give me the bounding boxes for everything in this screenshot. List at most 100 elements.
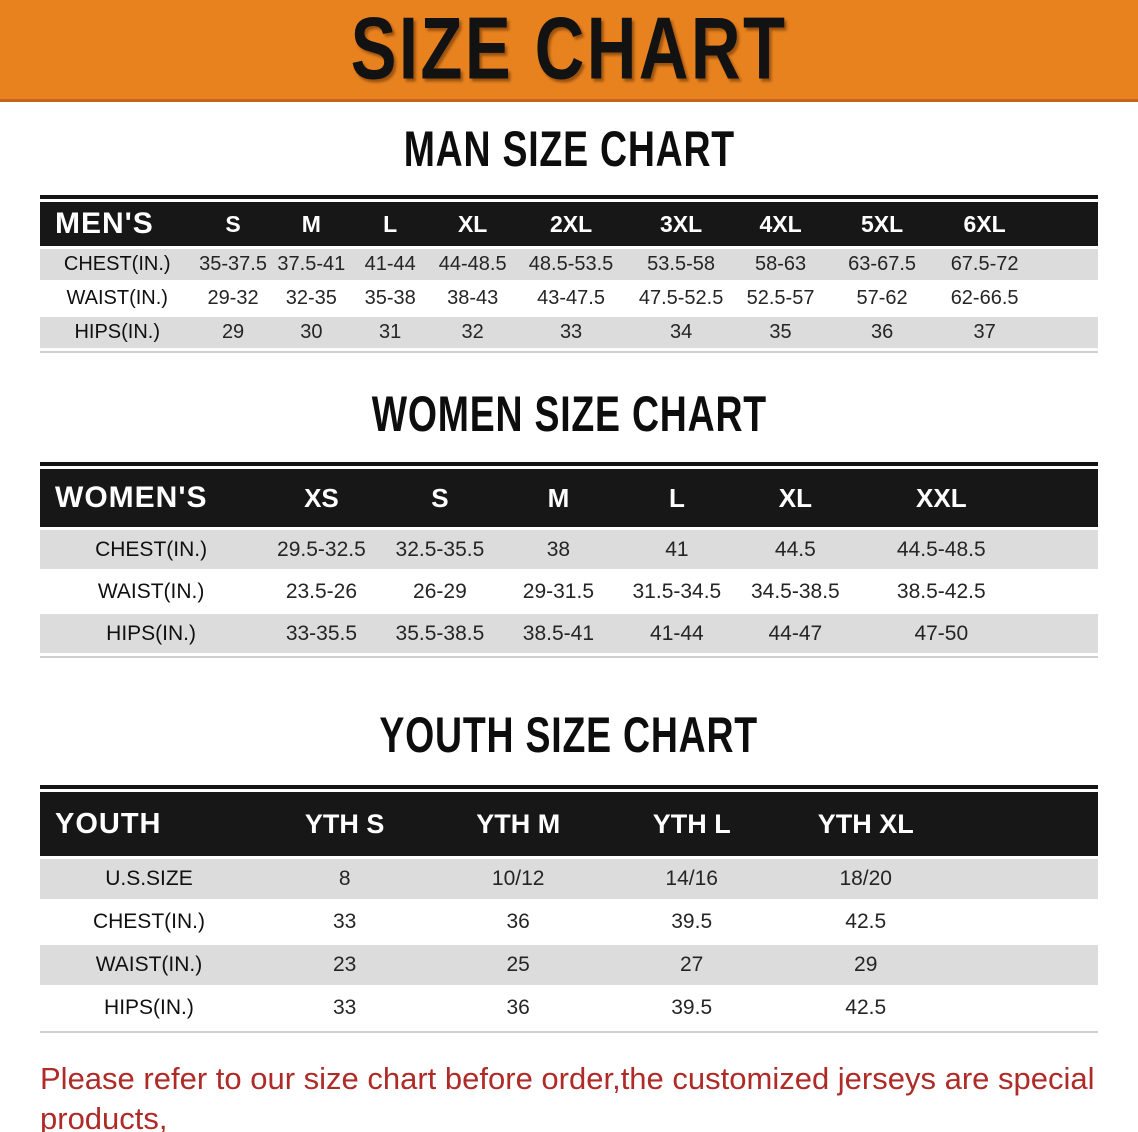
women-size-table: WOMEN'S XS S M L XL XXL CHEST(IN.) 29.5-32.5 32.5… <box>40 462 1098 658</box>
value-cell: 53.5-58 <box>626 249 737 280</box>
value-cell: 32.5-35.5 <box>380 530 500 569</box>
table-row: WAIST(IN.) 23.5-26 26-29 29-31.5 31.5-34.5 34… <box>40 572 1098 611</box>
value-cell: 36 <box>824 317 940 348</box>
value-cell: 31.5-34.5 <box>617 572 737 611</box>
value-cell: 14/16 <box>604 859 779 899</box>
group-label-cell: WOMEN'S <box>40 469 263 527</box>
size-column-header: 2XL <box>516 202 627 246</box>
value-cell: 42.5 <box>778 902 1098 942</box>
value-cell: 38.5-42.5 <box>854 572 1098 611</box>
men-section-heading-text: MAN SIZE CHART <box>403 121 735 178</box>
value-cell: 18/20 <box>778 859 1098 899</box>
value-cell: 33 <box>516 317 627 348</box>
youth-size-table: YOUTH YTH S YTH M YTH L YTH XL U.S.SIZE 8 10/12… <box>40 785 1098 1033</box>
table-row: HIPS(IN.) 29 30 31 32 33 34 35 36 37 <box>40 317 1098 348</box>
table-row: U.S.SIZE 8 10/12 14/16 18/20 <box>40 859 1098 899</box>
value-cell: 44.5-48.5 <box>854 530 1098 569</box>
size-column-header: L <box>351 202 430 246</box>
value-cell: 44-47 <box>736 614 855 653</box>
size-column-header: M <box>271 202 352 246</box>
value-cell: 29.5-32.5 <box>262 530 381 569</box>
value-cell: 38.5-41 <box>499 614 618 653</box>
value-cell: 38-43 <box>429 283 517 314</box>
value-cell: 25 <box>431 945 605 985</box>
value-cell: 35.5-38.5 <box>380 614 500 653</box>
disclaimer-line-1: Please refer to our size chart before or… <box>40 1061 1095 1132</box>
value-cell: 67.5-72 <box>939 249 1098 280</box>
value-cell: 29-31.5 <box>499 572 618 611</box>
value-cell: 34 <box>626 317 737 348</box>
value-cell: 35 <box>736 317 825 348</box>
value-cell: 29 <box>194 317 272 348</box>
value-cell: 44-48.5 <box>429 249 517 280</box>
size-column-header: S <box>380 469 500 527</box>
table-row: CHEST(IN.) 33 36 39.5 42.5 <box>40 902 1098 942</box>
value-cell: 29 <box>778 945 1098 985</box>
value-cell: 42.5 <box>778 988 1098 1028</box>
men-section-heading: MAN SIZE CHART <box>0 121 1138 178</box>
value-cell: 52.5-57 <box>736 283 825 314</box>
size-column-header: YTH L <box>604 792 779 856</box>
size-column-header: 3XL <box>626 202 737 246</box>
value-cell: 33 <box>257 988 432 1028</box>
youth-section-heading-text: YOUTH SIZE CHART <box>379 707 759 764</box>
size-column-header: XXL <box>854 469 1098 527</box>
measure-label-cell: WAIST(IN.) <box>40 572 263 611</box>
women-size-table-wrap: WOMEN'S XS S M L XL XXL CHEST(IN.) 29.5-32.5 32.5… <box>40 462 1098 658</box>
value-cell: 10/12 <box>431 859 605 899</box>
value-cell: 33 <box>257 902 432 942</box>
value-cell: 36 <box>431 988 605 1028</box>
measure-label-cell: CHEST(IN.) <box>40 530 263 569</box>
value-cell: 27 <box>604 945 779 985</box>
size-column-header: XS <box>262 469 381 527</box>
measure-label-cell: HIPS(IN.) <box>40 317 195 348</box>
value-cell: 58-63 <box>736 249 825 280</box>
value-cell: 39.5 <box>604 988 779 1028</box>
value-cell: 38 <box>499 530 618 569</box>
table-header-row: YOUTH YTH S YTH M YTH L YTH XL <box>40 792 1098 856</box>
value-cell: 37.5-41 <box>271 249 352 280</box>
value-cell: 8 <box>257 859 432 899</box>
size-column-header: YTH M <box>431 792 605 856</box>
size-column-header: 4XL <box>736 202 825 246</box>
table-row: HIPS(IN.) 33 36 39.5 42.5 <box>40 988 1098 1028</box>
value-cell: 32-35 <box>271 283 352 314</box>
value-cell: 57-62 <box>824 283 940 314</box>
size-column-header: YTH S <box>257 792 432 856</box>
table-header-row: WOMEN'S XS S M L XL XXL <box>40 469 1098 527</box>
value-cell: 31 <box>351 317 430 348</box>
value-cell: 41-44 <box>617 614 737 653</box>
table-row: CHEST(IN.) 29.5-32.5 32.5-35.5 38 41 44.5 44.5… <box>40 530 1098 569</box>
value-cell: 36 <box>431 902 605 942</box>
value-cell: 47.5-52.5 <box>626 283 737 314</box>
value-cell: 41-44 <box>351 249 430 280</box>
value-cell: 26-29 <box>380 572 500 611</box>
size-column-header: YTH XL <box>778 792 1098 856</box>
disclaimer-note: Please refer to our size chart before or… <box>40 1059 1098 1132</box>
size-column-header: 6XL <box>939 202 1098 246</box>
value-cell: 39.5 <box>604 902 779 942</box>
table-row: WAIST(IN.) 23 25 27 29 <box>40 945 1098 985</box>
youth-size-table-wrap: YOUTH YTH S YTH M YTH L YTH XL U.S.SIZE 8 10/12… <box>40 785 1098 1033</box>
table-row: CHEST(IN.) 35-37.5 37.5-41 41-44 44-48.5 48.5… <box>40 249 1098 280</box>
measure-label-cell: WAIST(IN.) <box>40 283 195 314</box>
size-column-header: 5XL <box>824 202 940 246</box>
size-column-header: L <box>617 469 737 527</box>
value-cell: 23 <box>257 945 432 985</box>
men-size-table-wrap: MEN'S S M L XL 2XL 3XL 4XL 5XL 6XL CHEST(IN.) 35-37… <box>40 195 1098 353</box>
value-cell: 41 <box>617 530 737 569</box>
banner-title: SIZE CHART <box>350 0 788 98</box>
group-label-cell: MEN'S <box>40 202 195 246</box>
value-cell: 29-32 <box>194 283 272 314</box>
value-cell: 23.5-26 <box>262 572 381 611</box>
value-cell: 34.5-38.5 <box>736 572 855 611</box>
value-cell: 44.5 <box>736 530 855 569</box>
size-column-header: XL <box>429 202 517 246</box>
table-row: WAIST(IN.) 29-32 32-35 35-38 38-43 43-47.5 47.… <box>40 283 1098 314</box>
value-cell: 33-35.5 <box>262 614 381 653</box>
measure-label-cell: CHEST(IN.) <box>40 249 195 280</box>
women-section-heading: WOMEN SIZE CHART <box>0 387 1138 443</box>
youth-section-heading: YOUTH SIZE CHART <box>0 707 1138 764</box>
value-cell: 62-66.5 <box>939 283 1098 314</box>
